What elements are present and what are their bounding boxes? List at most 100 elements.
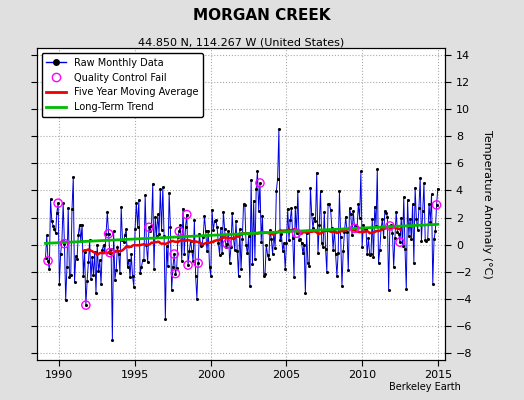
Point: [271, 244, 279, 251]
Point: [299, 250, 307, 256]
Point: [104, 230, 113, 237]
Point: [398, 243, 407, 250]
Point: [110, 228, 118, 234]
Point: [84, 259, 93, 265]
Point: [147, 223, 156, 229]
Point: [292, 230, 301, 236]
Point: [54, 200, 62, 206]
Point: [325, 201, 334, 208]
Point: [417, 237, 425, 244]
Point: [73, 255, 81, 262]
Point: [138, 257, 147, 264]
Point: [112, 267, 121, 274]
Point: [434, 185, 442, 192]
Point: [77, 238, 85, 244]
Point: [231, 247, 239, 253]
Point: [97, 280, 105, 287]
Point: [57, 250, 65, 257]
Point: [145, 224, 153, 230]
Point: [103, 209, 112, 216]
Point: [344, 267, 353, 274]
Point: [241, 202, 249, 208]
Point: [359, 222, 368, 229]
Text: Berkeley Earth: Berkeley Earth: [389, 382, 461, 392]
Point: [432, 202, 441, 208]
Point: [191, 273, 200, 279]
Point: [295, 236, 303, 243]
Point: [396, 239, 404, 245]
Point: [184, 262, 192, 268]
Point: [196, 243, 205, 249]
Point: [55, 280, 63, 287]
Point: [118, 237, 127, 244]
Point: [261, 271, 269, 277]
Point: [432, 202, 441, 208]
Point: [155, 231, 163, 237]
Point: [361, 226, 369, 232]
Point: [412, 216, 421, 222]
Point: [387, 222, 395, 229]
Point: [142, 242, 150, 248]
Point: [194, 260, 202, 266]
Point: [87, 276, 95, 282]
Point: [285, 237, 293, 243]
Point: [420, 180, 428, 186]
Point: [351, 225, 359, 232]
Point: [270, 229, 278, 236]
Point: [225, 259, 234, 266]
Point: [408, 201, 417, 207]
Point: [215, 252, 224, 258]
Point: [353, 224, 361, 230]
Point: [160, 233, 168, 240]
Point: [293, 188, 302, 194]
Point: [168, 287, 176, 294]
Point: [44, 258, 52, 264]
Point: [171, 270, 180, 277]
Point: [266, 227, 274, 233]
Point: [104, 230, 113, 237]
Point: [428, 191, 436, 197]
Point: [349, 208, 357, 214]
Point: [272, 188, 280, 194]
Title: 44.850 N, 114.267 W (United States): 44.850 N, 114.267 W (United States): [138, 37, 344, 47]
Point: [121, 232, 129, 238]
Point: [170, 251, 178, 257]
Y-axis label: Temperature Anomaly (°C): Temperature Anomaly (°C): [482, 130, 492, 278]
Point: [425, 200, 433, 207]
Point: [161, 316, 170, 322]
Point: [151, 214, 159, 220]
Point: [244, 233, 253, 240]
Point: [383, 214, 391, 220]
Point: [370, 204, 379, 210]
Point: [401, 246, 409, 253]
Point: [340, 229, 348, 235]
Point: [46, 196, 54, 202]
Point: [330, 226, 339, 232]
Point: [53, 209, 61, 216]
Point: [189, 258, 198, 264]
Point: [380, 208, 389, 214]
Point: [208, 207, 216, 213]
Point: [107, 246, 115, 253]
Point: [262, 241, 270, 248]
Point: [102, 230, 110, 237]
Point: [140, 257, 148, 264]
Point: [98, 246, 106, 253]
Point: [188, 248, 196, 254]
Point: [305, 262, 313, 269]
Point: [233, 248, 242, 254]
Point: [214, 240, 223, 246]
Point: [166, 224, 174, 231]
Point: [44, 258, 52, 264]
Point: [256, 180, 264, 186]
Point: [282, 240, 291, 246]
Point: [134, 223, 142, 230]
Point: [170, 251, 178, 257]
Point: [364, 235, 373, 241]
Point: [336, 234, 345, 240]
Point: [227, 244, 235, 250]
Point: [277, 231, 286, 238]
Point: [106, 250, 114, 256]
Point: [355, 215, 364, 222]
Point: [228, 210, 236, 216]
